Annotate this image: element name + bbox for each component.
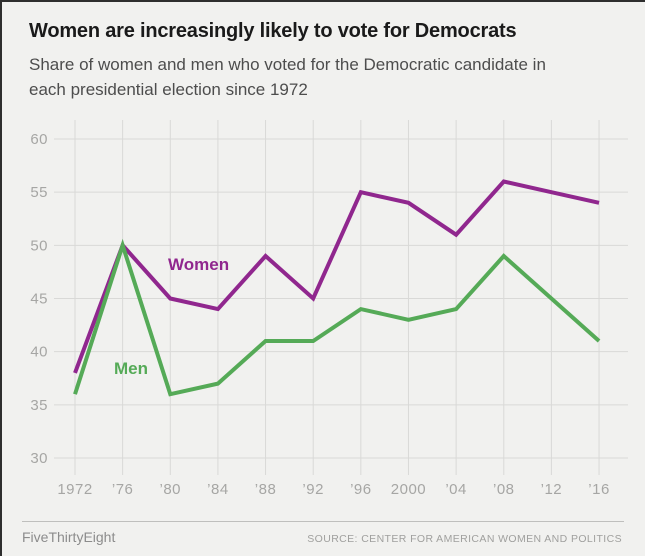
x-tick-label: ’88 [255,481,277,498]
series-lines [73,179,601,397]
footer-divider [22,521,624,522]
brand-fivethirtyeight: FiveThirtyEight [22,529,116,545]
y-axis-tick-labels: 30 35 40 45 50 55 60 [30,131,48,467]
series-inline-labels: Women Men [114,255,229,378]
x-tick-label: 1972 [57,481,92,498]
y-tick-label: 35 [30,397,48,414]
chart-subtitle-line-1: Share of women and men who voted for the… [29,55,546,74]
x-tick-label: ’04 [445,481,467,498]
series-label-men: Men [114,359,148,378]
source-credit: SOURCE: CENTER FOR AMERICAN WOMEN AND PO… [307,533,622,545]
chart-title: Women are increasingly likely to vote fo… [29,20,517,42]
horizontal-gridlines [54,138,628,459]
x-tick-label: ’84 [207,481,229,498]
x-axis-tick-labels: 1972 ’76 ’80 ’84 ’88 ’92 ’96 2000 ’04 ’08 ’12 ’16 [57,481,609,498]
x-tick-label: 2000 [391,481,426,498]
y-tick-label: 55 [30,184,48,201]
y-tick-label: 60 [30,131,48,148]
y-tick-label: 40 [30,344,48,361]
x-tick-label: ’76 [112,481,134,498]
x-tick-label: ’08 [493,481,515,498]
x-tick-label: ’16 [588,481,610,498]
x-tick-label: ’96 [350,481,372,498]
y-tick-label: 50 [30,237,48,254]
series-line-men [73,238,601,397]
line-chart: 30 35 40 45 50 55 60 1972 ’76 ’80 ’84 ’88 ’92 ’96 200… [30,120,628,498]
y-tick-label: 45 [30,291,48,308]
y-tick-label: 30 [30,450,48,467]
chart-subtitle-line-2: each presidential election since 1972 [29,80,308,99]
x-tick-label: ’92 [302,481,324,498]
series-label-women: Women [168,255,229,274]
vertical-gridlines [74,120,600,475]
x-tick-label: ’12 [541,481,563,498]
chart-subtitle: Share of women and men who voted for the… [29,52,645,102]
x-tick-label: ’80 [160,481,182,498]
series-line-women [73,179,600,374]
